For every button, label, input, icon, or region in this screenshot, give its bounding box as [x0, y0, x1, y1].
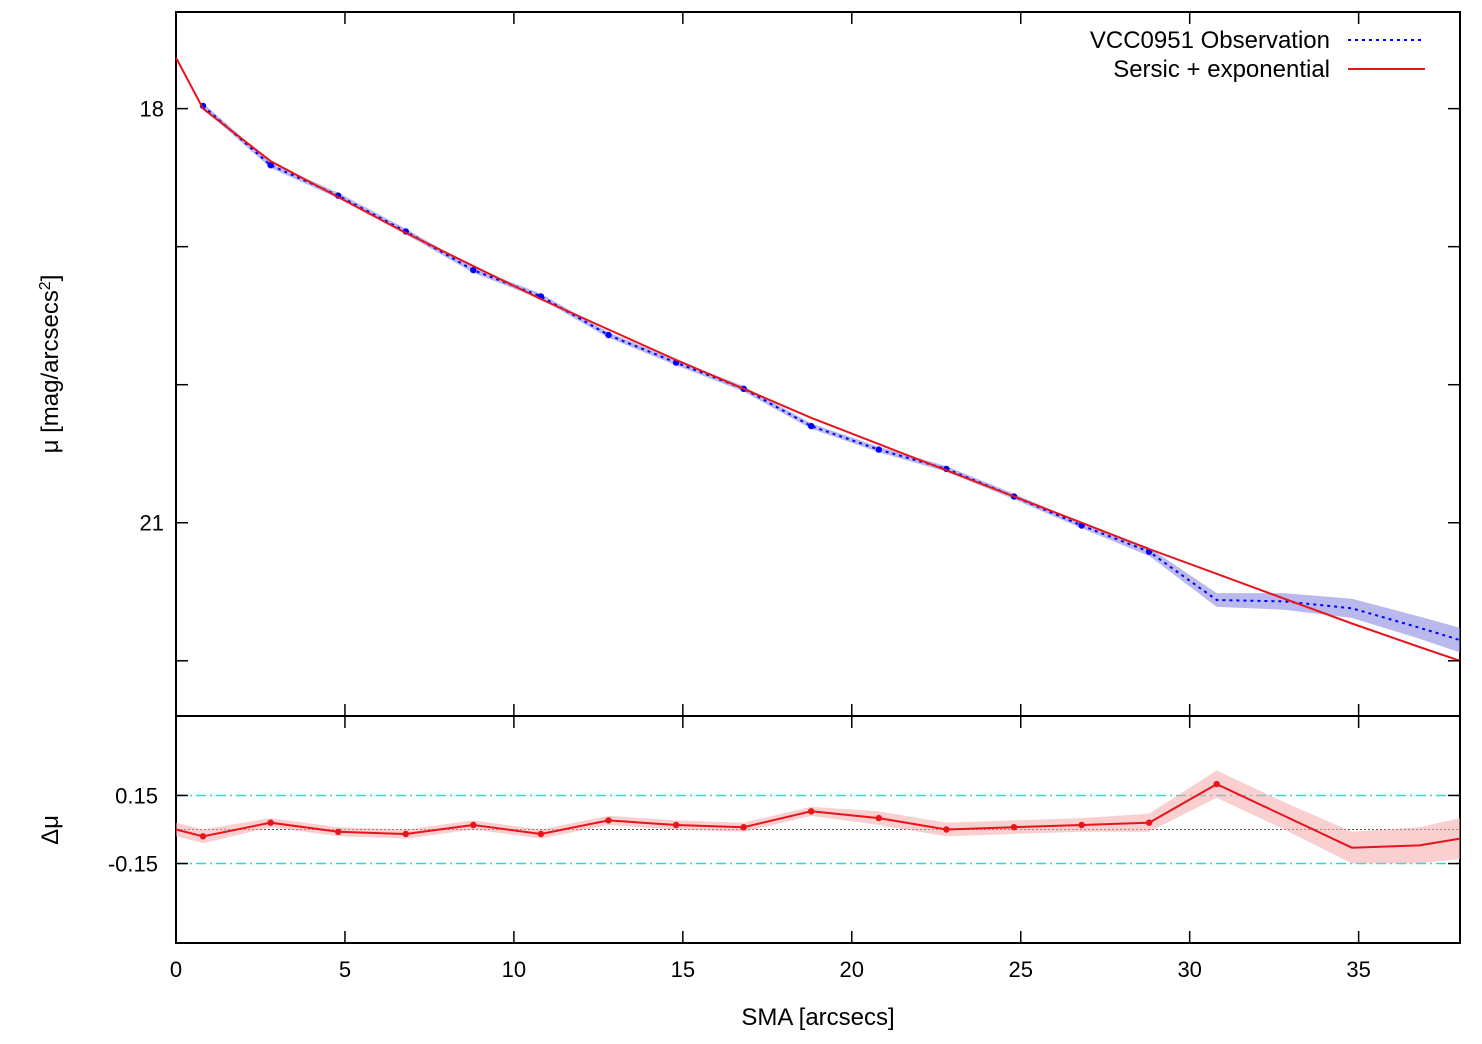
residual-point	[1145, 819, 1153, 826]
y-axis-title-residual: Δμ	[37, 815, 64, 845]
x-tick-label: 15	[671, 957, 695, 982]
residual-point	[672, 821, 680, 829]
x-tick-label: 10	[502, 957, 526, 982]
x-axis-title: SMA [arcsecs]	[741, 1004, 894, 1031]
observation-error-band	[203, 103, 1460, 653]
residual-point	[267, 819, 274, 826]
x-tick-label: 30	[1177, 957, 1201, 982]
residual-point	[605, 817, 612, 824]
x-tick-label: 35	[1346, 957, 1370, 982]
legend: VCC0951 Observation Sersic + exponential	[1090, 27, 1425, 83]
residual-point	[1078, 821, 1085, 829]
observation-point	[808, 422, 815, 430]
y-tick-label-main: 18	[140, 97, 164, 122]
x-tick-label: 25	[1008, 957, 1032, 982]
y-tick-label-res: -0.15	[108, 852, 158, 877]
y-tick-label-res: 0.15	[115, 783, 158, 808]
residual-point	[875, 814, 882, 822]
x-tick-label: 0	[170, 957, 182, 982]
legend-label-observation: VCC0951 Observation	[1090, 27, 1330, 54]
model-line	[175, 57, 1461, 662]
residual-point	[740, 824, 747, 831]
residual-point	[470, 821, 477, 829]
residual-point	[1010, 824, 1018, 831]
residual-point	[943, 826, 950, 833]
legend-label-model: Sersic + exponential	[1113, 56, 1330, 83]
observation-line	[202, 105, 1461, 642]
y-axis-title-main: μ [mag/arcsecs2]	[37, 275, 65, 454]
residual-point	[1213, 780, 1220, 788]
residual-error-band	[176, 770, 1460, 864]
observation-point	[470, 266, 477, 274]
observation-point	[605, 331, 612, 339]
main-plot-frame	[175, 11, 1461, 717]
residual-point	[402, 830, 409, 838]
residual-point	[199, 833, 207, 840]
x-tick-label: 20	[840, 957, 864, 982]
x-tick-label: 5	[339, 957, 351, 982]
residual-point	[808, 808, 815, 815]
observation-point	[875, 446, 882, 453]
residual-panel: 0 5 10 15 20 25 30 35 0.15 -0.15	[108, 716, 1461, 982]
residual-point	[537, 830, 545, 838]
observation-point	[267, 162, 274, 169]
residual-point	[335, 828, 342, 835]
y-tick-label-main: 21	[140, 511, 164, 536]
